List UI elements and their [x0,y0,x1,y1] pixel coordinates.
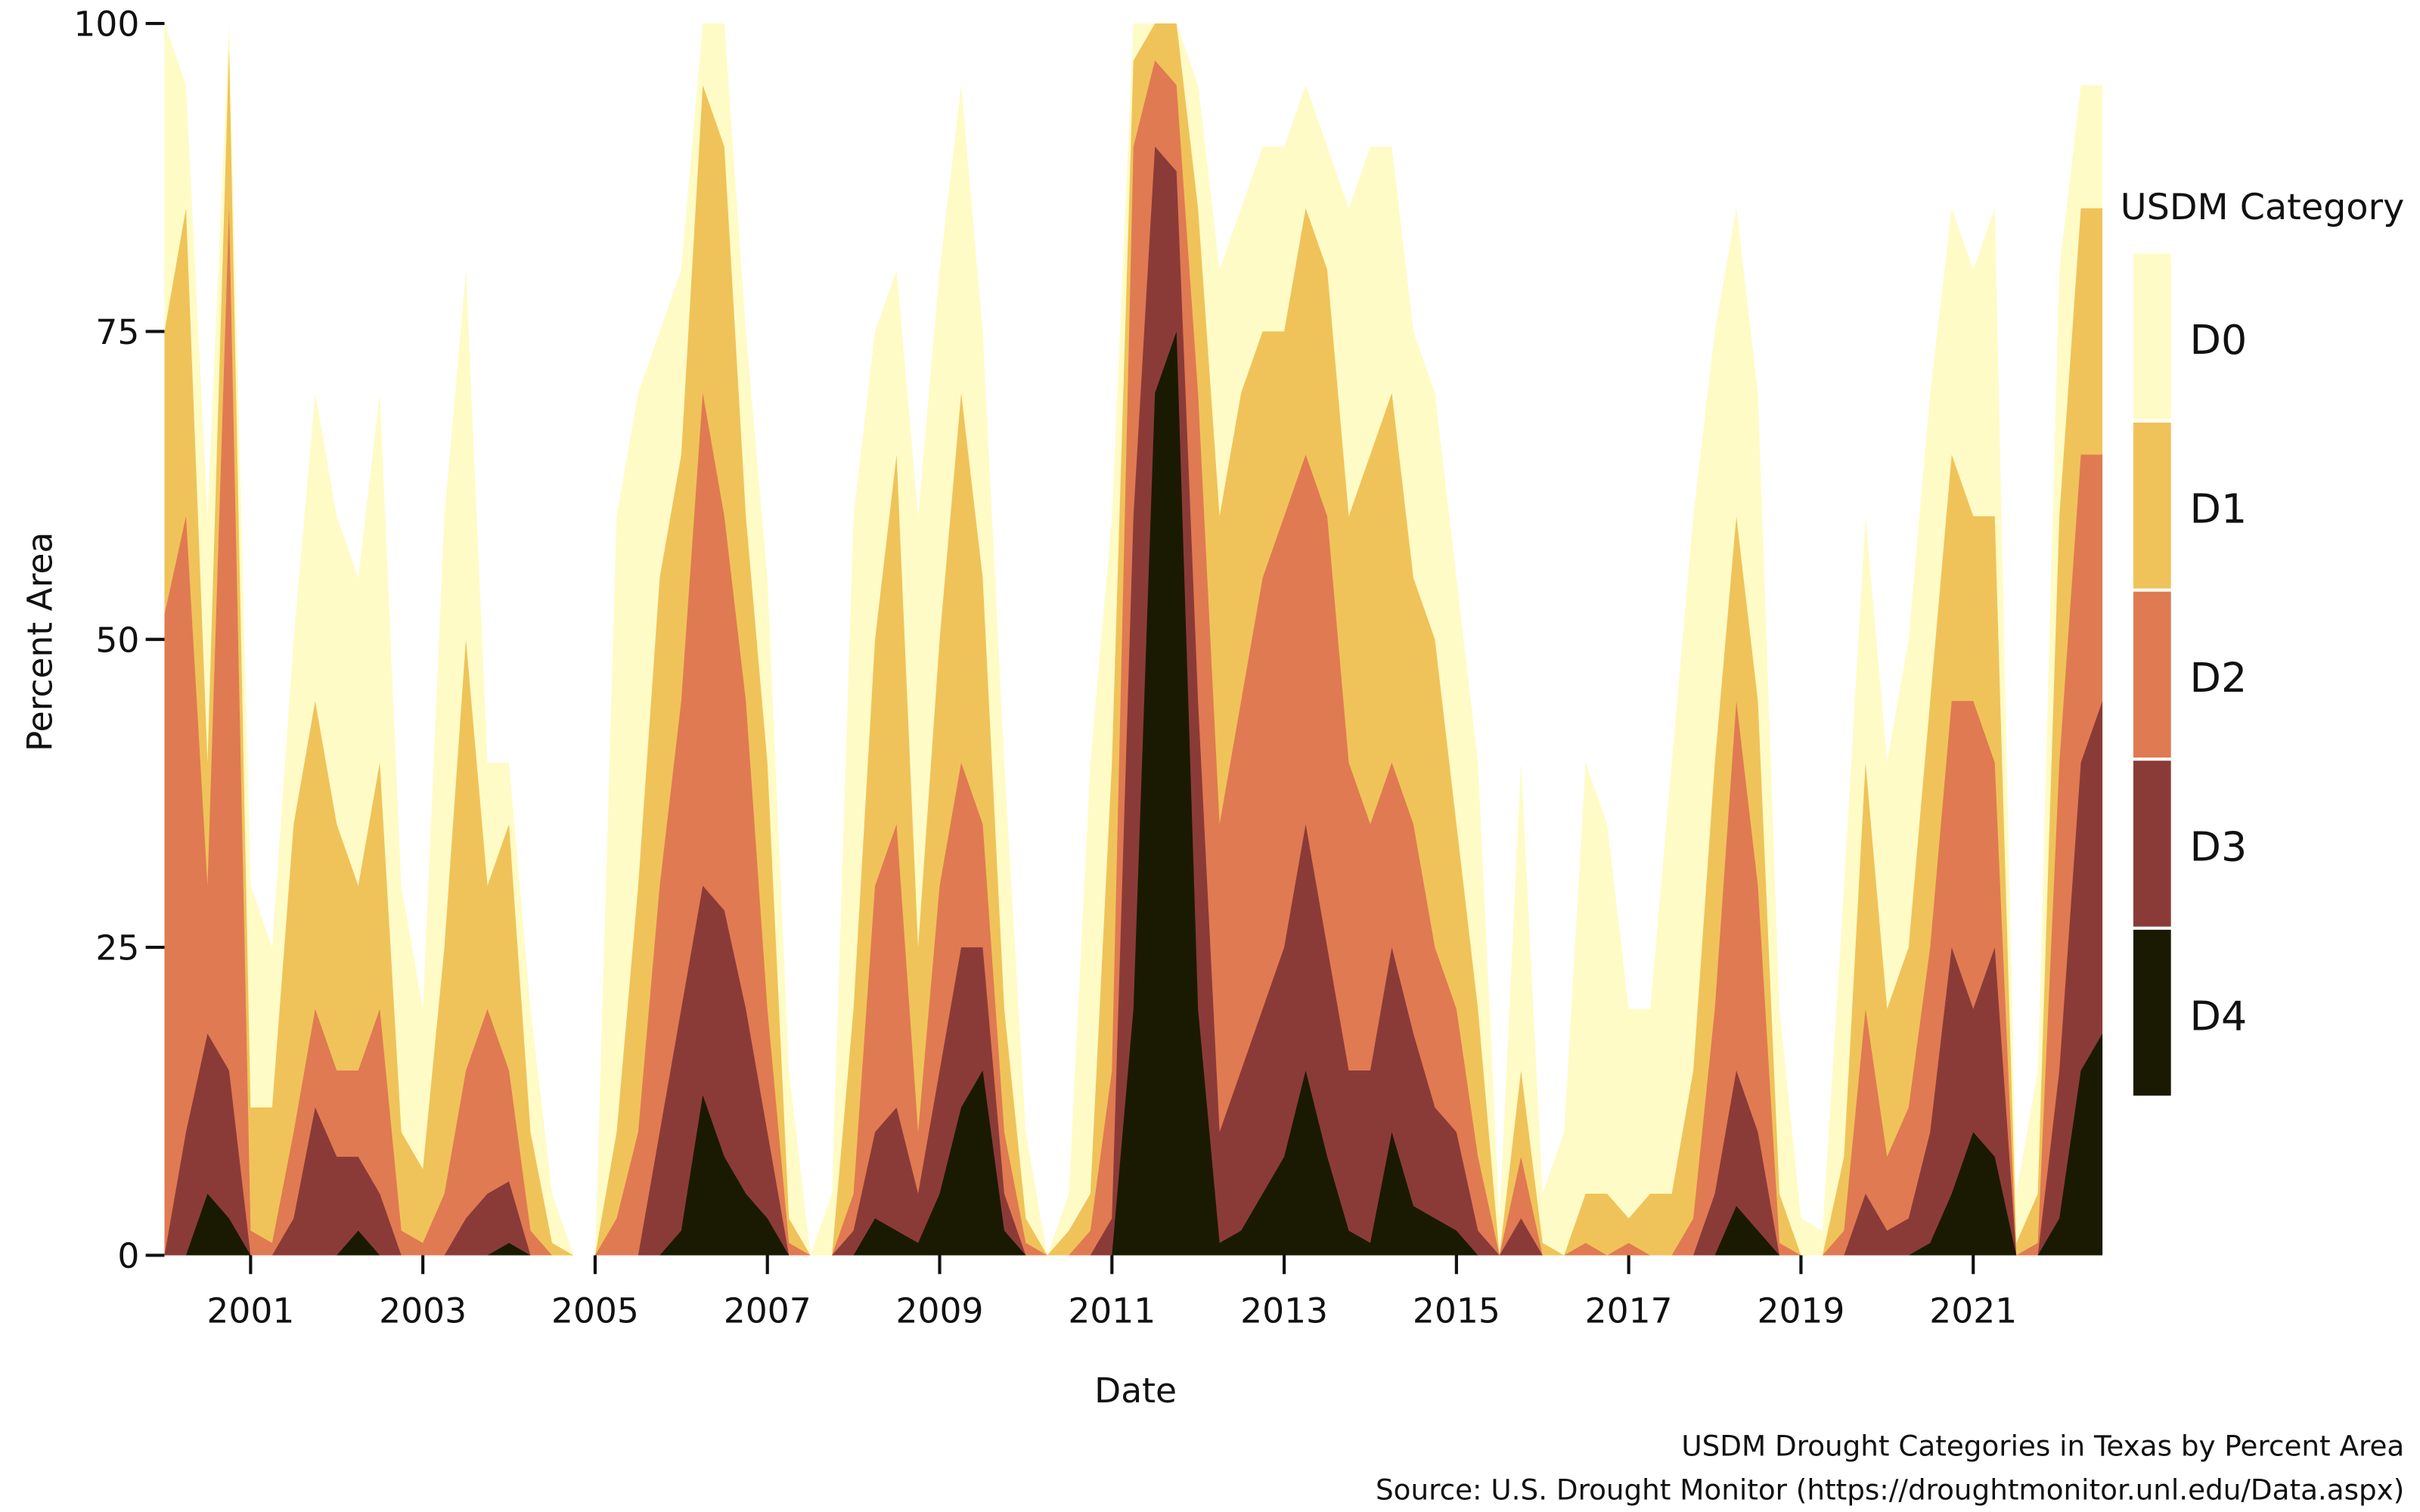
x-tick-label: 2009 [896,1290,984,1331]
y-tick-label: 0 [117,1236,139,1276]
x-tick-label: 2019 [1757,1290,1844,1331]
legend-swatch [2133,929,2171,1096]
caption: Source: U.S. Drought Monitor (https://dr… [1376,1473,2404,1506]
y-tick-label: 25 [95,928,139,968]
area [164,331,2103,1256]
legend-label: D4 [2190,992,2248,1040]
y-tick-label: 100 [73,5,139,45]
legend-label: D1 [2190,485,2248,533]
legend-swatch [2133,423,2171,589]
y-axis-label: Percent Area [20,532,60,752]
y-tick-label: 50 [95,620,139,660]
x-tick-label: 2015 [1413,1290,1500,1331]
x-tick-label: 2017 [1585,1290,1673,1331]
x-tick-label: 2007 [724,1290,811,1331]
legend-swatch [2133,591,2171,758]
x-tick-label: 2003 [379,1290,467,1331]
legend-label: D0 [2190,316,2248,364]
legend-label: D2 [2190,654,2248,702]
x-axis-label: Date [1094,1371,1177,1411]
x-tick-label: 2001 [206,1290,294,1331]
legend-swatch [2133,761,2171,927]
legend-swatch [2133,253,2171,420]
x-tick-label: 2011 [1068,1290,1156,1331]
caption: USDM Drought Categories in Texas by Perc… [1681,1429,2404,1462]
legend-label: D3 [2190,823,2248,871]
x-tick-label: 2021 [1929,1290,2017,1331]
area [164,146,2103,1256]
legend-title: USDM Category [2121,187,2404,228]
y-tick-label: 75 [95,312,139,352]
x-tick-label: 2005 [551,1290,639,1331]
x-tick-label: 2013 [1240,1290,1328,1331]
